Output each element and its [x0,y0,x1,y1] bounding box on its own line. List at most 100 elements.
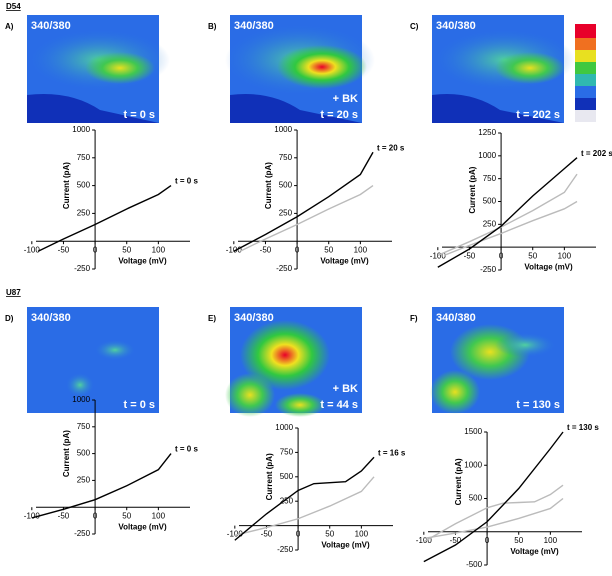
image-treatment: + BK [333,383,358,395]
y-tick-label: 250 [77,476,91,485]
y-axis-label: Current (pA) [454,458,463,505]
iv-curve [37,185,172,252]
image-treatment: + BK [333,93,358,105]
image-time: t = 0 s [124,109,156,121]
y-tick-label: 1500 [464,427,482,436]
x-tick-label: 50 [325,530,334,539]
y-tick-label: -250 [277,545,294,554]
x-tick-label: -50 [260,245,272,254]
image-label: 340/380 [436,312,476,324]
x-tick-label: -100 [227,530,244,539]
image-time: t = 0 s [124,399,156,411]
x-tick-label: 100 [558,251,572,260]
x-tick-label: 0 [295,245,300,254]
x-tick-label: 100 [355,530,369,539]
y-axis-label: Current (pA) [62,162,71,209]
panel-letter: C) [410,22,419,31]
iv-curve [423,484,564,543]
iv-curve [234,476,375,537]
image [27,15,170,123]
x-tick-label: -100 [24,511,41,520]
x-tick-label: -100 [24,245,41,254]
y-tick-label: 1000 [274,125,292,134]
x-tick-label: -50 [58,245,70,254]
iv-curve [239,185,374,252]
image [225,15,375,123]
image-time: t = 202 s [516,109,560,121]
y-tick-label: 500 [483,197,497,206]
image [430,307,564,414]
y-tick-label: -250 [74,529,91,538]
iv-curve [31,453,172,519]
x-tick-label: 0 [499,251,504,260]
x-tick-label: -100 [226,245,243,254]
x-tick-label: 0 [296,530,301,539]
y-tick-label: -250 [74,264,91,273]
curve-annotation: t = 0 s [175,177,198,186]
x-axis-label: Voltage (mV) [510,547,559,556]
x-axis-label: Voltage (mV) [118,522,167,531]
y-tick-label: 1250 [478,128,496,137]
y-axis-label: Current (pA) [265,453,274,500]
image-label: 340/380 [234,20,274,32]
y-tick-label: 1000 [72,125,90,134]
y-tick-label: 1000 [478,151,496,160]
image-label: 340/380 [234,312,274,324]
x-tick-label: 50 [324,245,333,254]
image [432,15,575,123]
y-tick-label: -250 [276,264,293,273]
x-tick-label: 100 [152,245,166,254]
y-axis-label: Current (pA) [468,166,477,213]
y-tick-label: 500 [77,181,91,190]
image-time: t = 130 s [516,399,560,411]
y-tick-label: 500 [469,494,483,503]
x-tick-label: 50 [528,251,537,260]
x-tick-label: 100 [544,536,558,545]
y-tick-label: 250 [77,209,91,218]
y-tick-label: 1000 [275,423,293,432]
group-label: D54 [6,2,21,11]
x-tick-label: 50 [122,245,131,254]
y-axis-label: Current (pA) [62,430,71,477]
iv-curve [437,157,578,268]
x-tick-label: 0 [93,511,98,520]
panel-letter: D) [5,314,14,323]
y-tick-label: 500 [77,449,91,458]
y-tick-label: -500 [466,560,483,569]
x-tick-label: 0 [485,536,490,545]
image-label: 340/380 [31,312,71,324]
x-tick-label: -50 [450,536,462,545]
y-tick-label: 500 [279,181,293,190]
panel-letter: B) [208,22,217,31]
x-axis-label: Voltage (mV) [118,256,167,265]
y-tick-label: 250 [483,219,497,228]
y-tick-label: 750 [77,422,91,431]
x-tick-label: 100 [152,511,166,520]
panel-letter: F) [410,314,418,323]
x-tick-label: -50 [58,511,70,520]
panel-letter: E) [208,314,216,323]
iv-curve [437,173,578,257]
image-layer [27,15,596,417]
image-time: t = 20 s [320,109,358,121]
panel-letter: A) [5,22,14,31]
x-axis-label: Voltage (mV) [321,541,370,550]
y-tick-label: 1000 [464,460,482,469]
y-axis-label: Current (pA) [264,162,273,209]
x-tick-label: 100 [354,245,368,254]
x-tick-label: -50 [464,251,476,260]
curve-annotation: t = 16 s [378,448,406,457]
y-tick-label: 250 [279,209,293,218]
y-tick-label: 750 [279,153,293,162]
image [27,307,159,413]
iv-curve [443,200,578,257]
x-tick-label: -100 [416,536,433,545]
image-label: 340/380 [31,20,71,32]
x-tick-label: 0 [93,245,98,254]
iv-curve [234,456,375,541]
color-scale [575,24,596,122]
group-label: U87 [6,288,21,297]
x-tick-label: 50 [122,511,131,520]
y-tick-label: 750 [483,174,497,183]
